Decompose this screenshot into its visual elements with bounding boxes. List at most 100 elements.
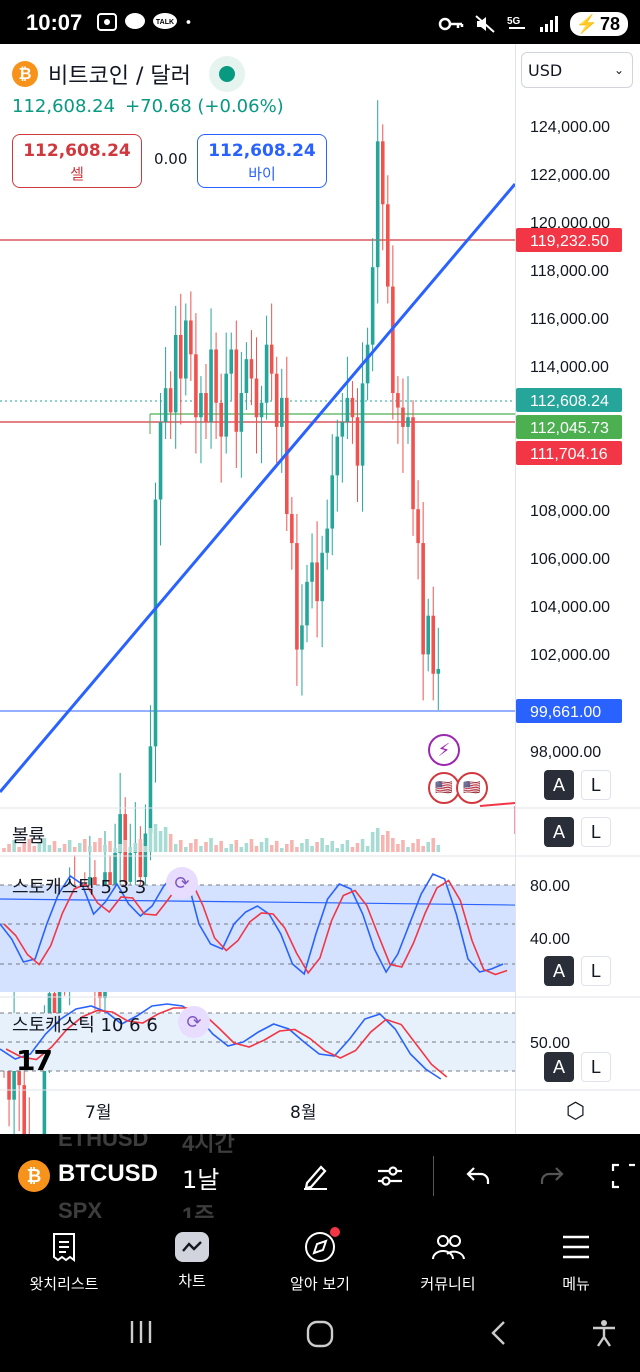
volume-bar: [158, 831, 163, 852]
chart-canvas[interactable]: 124,000.00 122,000.00 120,000.00 118,000.00…: [0, 44, 640, 1134]
candle-body: [350, 397, 355, 418]
signal-bars-icon: [539, 16, 558, 32]
volume-bar: [138, 839, 143, 852]
stoch1-pane-title[interactable]: 스토캐스틱 5 3 3: [12, 877, 147, 898]
volume-bar: [295, 847, 299, 852]
candle-body: [52, 993, 57, 1023]
price-change: +70.68 (+0.06%): [125, 96, 284, 117]
compass-icon: [302, 1226, 340, 1265]
candle-body: [7, 1060, 11, 1100]
settings-hexagon-icon[interactable]: ⬡: [566, 1099, 586, 1124]
currency-select[interactable]: USD ⌄: [521, 52, 633, 88]
candle-body: [153, 499, 158, 747]
candle-body: [209, 349, 213, 423]
chart-area[interactable]: 124,000.00 122,000.00 120,000.00 118,000.00…: [0, 44, 640, 1134]
home-icon[interactable]: [304, 1318, 336, 1358]
symbol-selector[interactable]: BTCUSD: [58, 1160, 158, 1187]
market-open-icon[interactable]: [208, 56, 245, 92]
volume-bar: [17, 847, 21, 852]
volume-bar: [98, 838, 102, 852]
volume-bar: [300, 843, 304, 852]
candle-body: [436, 668, 441, 674]
volume-bar: [431, 838, 436, 852]
recent-apps-icon[interactable]: [128, 1318, 154, 1354]
price-tag-label: 111,704.16: [530, 446, 608, 463]
stoch1-auto-scale-button[interactable]: A: [544, 956, 574, 986]
candle-body: [295, 543, 299, 650]
auto-scale-button[interactable]: A: [544, 770, 574, 800]
volume-marker-line: [479, 802, 516, 807]
stoch2-log-scale-button[interactable]: L: [581, 1052, 611, 1082]
volume-pane-title[interactable]: 볼륨: [12, 826, 46, 847]
candle-body: [340, 422, 345, 437]
stoch1-tick-label: 80.00: [530, 878, 570, 895]
drawing-pen-icon[interactable]: [298, 1158, 334, 1194]
bitcoin-symbol-icon[interactable]: ₿: [18, 1160, 50, 1192]
nav-watchlist[interactable]: 왓치리스트: [0, 1218, 128, 1304]
refresh-icon-2[interactable]: ⟳: [178, 1006, 210, 1038]
candle-body: [269, 344, 274, 374]
volume-bar: [108, 841, 112, 852]
dot-icon: [186, 20, 191, 24]
volume-bar: [7, 844, 11, 852]
nav-chart[interactable]: 차트: [128, 1218, 256, 1304]
volume-bar: [350, 847, 355, 852]
volume-bar: [239, 847, 244, 852]
stoch2-pane-title[interactable]: 스토캐스틱 10 6 6: [12, 1015, 158, 1036]
volume-log-scale-button[interactable]: L: [581, 817, 611, 847]
price-tag: [516, 388, 622, 412]
volume-auto-scale-button[interactable]: A: [544, 817, 574, 847]
stoch2-d-line: [5, 1007, 448, 1078]
stoch1-log-scale-button[interactable]: L: [581, 956, 611, 986]
volume-bar: [153, 824, 158, 852]
candle-body: [290, 514, 294, 544]
candle-body: [118, 814, 122, 853]
volume-bar: [325, 845, 329, 852]
price-tick-label: 120,000.00: [530, 215, 610, 232]
candle-body: [285, 397, 289, 515]
candle-body: [128, 852, 133, 882]
candle-body: [416, 509, 420, 544]
volume-bar: [355, 843, 360, 852]
buy-label: 바이: [248, 165, 276, 183]
candle-body: [259, 402, 264, 418]
stoch1-d-line: [3, 879, 508, 976]
us-flag-event-icon-2[interactable]: 🇺🇸: [456, 772, 488, 804]
candle-body: [391, 286, 395, 394]
chart-icon: [175, 1231, 209, 1262]
indicator-settings-icon[interactable]: [372, 1158, 408, 1194]
stoch2-auto-scale-button[interactable]: A: [544, 1052, 574, 1082]
volume-bar: [62, 844, 67, 852]
volume-bar: [72, 847, 77, 852]
undo-icon[interactable]: [460, 1158, 496, 1194]
refresh-icon[interactable]: ⟳: [166, 867, 198, 899]
candle-body: [406, 417, 410, 427]
log-scale-button[interactable]: L: [581, 770, 611, 800]
redo-icon[interactable]: [534, 1158, 570, 1194]
volume-bar: [168, 834, 173, 852]
back-icon[interactable]: [486, 1318, 512, 1356]
chevron-down-icon: ⌄: [613, 63, 624, 77]
us-flag-event-icon[interactable]: 🇺🇸: [428, 772, 460, 804]
buy-button[interactable]: 112,608.24 바이: [197, 134, 327, 188]
fullscreen-icon[interactable]: [606, 1158, 640, 1194]
candle-body: [365, 344, 370, 384]
volume-bar: [224, 848, 228, 852]
interval-selector[interactable]: 1날: [182, 1166, 220, 1194]
volume-bar: [426, 842, 430, 852]
lightning-event-icon[interactable]: ⚡: [428, 734, 460, 766]
accessibility-icon[interactable]: [590, 1318, 618, 1356]
nav-explore[interactable]: 알아 보기: [256, 1218, 384, 1304]
price-tag-label: 119,232.50: [530, 233, 609, 250]
volume-bar: [244, 843, 249, 852]
volume-bar: [47, 845, 52, 852]
symbol-title[interactable]: 비트코인 / 달러: [48, 64, 191, 89]
sell-button[interactable]: 112,608.24 셀: [12, 134, 142, 188]
candle-body: [360, 383, 365, 466]
volume-bar: [290, 840, 294, 852]
notification-dot: [330, 1226, 340, 1237]
volume-bar: [83, 839, 87, 852]
candle-body: [431, 615, 436, 674]
nav-menu[interactable]: 메뉴: [512, 1218, 640, 1304]
nav-community[interactable]: 커뮤니티: [384, 1218, 512, 1304]
